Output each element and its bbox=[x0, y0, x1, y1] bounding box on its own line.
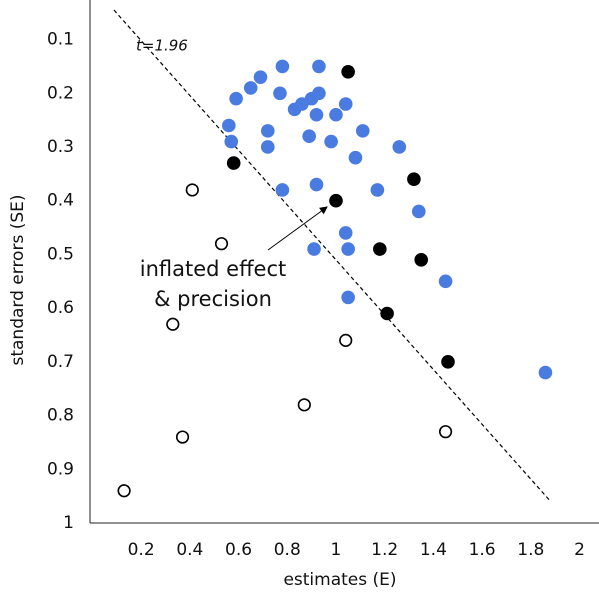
point bbox=[222, 118, 236, 133]
point bbox=[355, 124, 370, 138]
point bbox=[297, 398, 311, 412]
x-tick-label: 2 bbox=[574, 540, 585, 560]
point bbox=[411, 204, 426, 219]
point bbox=[392, 140, 407, 154]
x-tick-label: 0.4 bbox=[176, 540, 203, 560]
threshold-label: t=1.96 bbox=[136, 37, 188, 55]
point bbox=[175, 430, 190, 444]
point bbox=[338, 97, 353, 111]
point bbox=[302, 129, 316, 144]
point bbox=[117, 484, 131, 498]
x-tick-label: 1.8 bbox=[517, 540, 544, 560]
x-axis-label: estimates (E) bbox=[283, 570, 396, 590]
point bbox=[339, 333, 353, 347]
x-tick-label: 1.2 bbox=[371, 540, 398, 560]
x-tick-label: 0.2 bbox=[128, 540, 155, 560]
y-tick-label: 0.9 bbox=[47, 459, 74, 479]
point bbox=[309, 177, 324, 192]
threshold-line bbox=[113, 9, 552, 502]
point bbox=[229, 91, 243, 106]
y-tick-label: 0.5 bbox=[47, 244, 74, 264]
x-tick-label: 0.6 bbox=[225, 540, 252, 560]
point bbox=[341, 64, 355, 79]
point bbox=[226, 156, 241, 170]
point bbox=[253, 70, 268, 84]
point bbox=[307, 242, 321, 256]
annotation-arrow bbox=[267, 206, 328, 251]
y-tick-label: 1 bbox=[63, 513, 74, 533]
point bbox=[309, 107, 324, 122]
y-tick-label: 0.1 bbox=[47, 30, 74, 50]
point bbox=[275, 59, 290, 74]
y-tick-label: 0.8 bbox=[47, 406, 74, 426]
point bbox=[370, 183, 385, 197]
point bbox=[214, 237, 229, 251]
point bbox=[341, 242, 355, 256]
point bbox=[438, 274, 453, 289]
point bbox=[312, 86, 326, 101]
x-tick-label: 1.4 bbox=[420, 540, 447, 560]
x-tick-label: 0.8 bbox=[274, 540, 301, 560]
point bbox=[348, 150, 363, 165]
point bbox=[407, 172, 421, 187]
annotation: inflated effect bbox=[140, 257, 287, 281]
point bbox=[329, 193, 343, 208]
point bbox=[275, 183, 290, 197]
point bbox=[438, 425, 453, 439]
point bbox=[324, 134, 338, 149]
point bbox=[380, 306, 394, 321]
point bbox=[312, 59, 326, 74]
point bbox=[273, 86, 287, 101]
y-tick-label: 0.4 bbox=[47, 191, 74, 211]
point bbox=[224, 134, 239, 149]
point bbox=[329, 107, 343, 122]
point bbox=[538, 365, 553, 380]
y-tick-label: 0.7 bbox=[47, 352, 74, 372]
point bbox=[341, 290, 355, 305]
point bbox=[166, 317, 180, 331]
point bbox=[185, 183, 199, 197]
y-axis-label: standard errors (SE) bbox=[8, 194, 28, 365]
x-tick-label: 1.6 bbox=[469, 540, 496, 560]
point bbox=[441, 355, 455, 369]
point bbox=[243, 81, 258, 95]
x-tick-label: 1 bbox=[331, 540, 342, 560]
point bbox=[373, 242, 387, 256]
y-tick-label: 0.3 bbox=[47, 137, 74, 157]
point bbox=[260, 124, 275, 138]
point bbox=[414, 252, 429, 267]
y-tick-label: 0.6 bbox=[47, 298, 74, 318]
annotation: & precision bbox=[154, 287, 272, 311]
y-tick-label: 0.2 bbox=[47, 83, 74, 103]
point bbox=[338, 226, 353, 240]
point bbox=[260, 140, 275, 154]
